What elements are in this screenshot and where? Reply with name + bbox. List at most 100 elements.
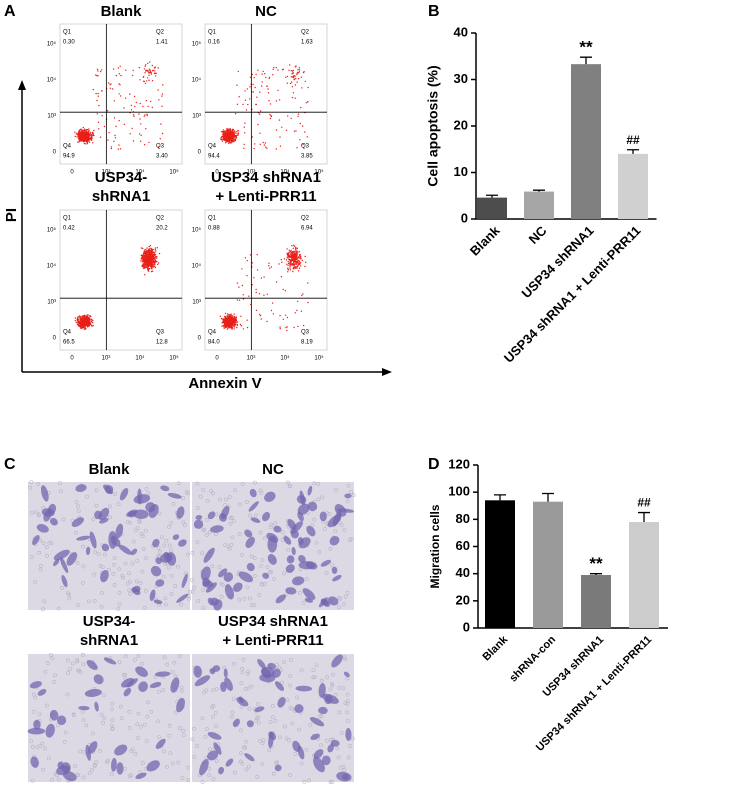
pore bbox=[244, 739, 248, 744]
dot bbox=[294, 266, 296, 269]
dot bbox=[297, 325, 299, 328]
dot bbox=[85, 315, 88, 317]
cell bbox=[321, 755, 331, 766]
pore bbox=[123, 673, 127, 677]
pore bbox=[183, 523, 187, 527]
cell bbox=[331, 654, 343, 668]
dot bbox=[231, 324, 234, 327]
dot bbox=[306, 101, 309, 103]
pore bbox=[299, 761, 304, 766]
dot bbox=[88, 130, 90, 132]
cell bbox=[330, 739, 340, 747]
dot bbox=[152, 259, 154, 262]
panel-label: A bbox=[4, 3, 16, 20]
dot bbox=[142, 265, 144, 268]
pore bbox=[170, 761, 175, 766]
cell bbox=[40, 485, 49, 502]
dot bbox=[292, 92, 295, 94]
dot bbox=[84, 318, 87, 320]
quadrant-name: Q3 bbox=[301, 144, 310, 150]
pore bbox=[328, 546, 333, 551]
dot bbox=[109, 84, 111, 86]
dot bbox=[145, 253, 147, 255]
dot bbox=[228, 322, 230, 325]
pore bbox=[219, 594, 224, 599]
dot bbox=[279, 145, 282, 147]
dot bbox=[297, 113, 300, 115]
dot bbox=[289, 263, 292, 266]
pore bbox=[271, 704, 275, 708]
dot bbox=[297, 264, 299, 267]
pore bbox=[36, 512, 41, 517]
dot bbox=[223, 324, 226, 326]
dot bbox=[298, 77, 300, 80]
pore bbox=[45, 661, 50, 666]
dot bbox=[296, 72, 298, 74]
pore bbox=[75, 658, 80, 662]
cell bbox=[267, 662, 276, 670]
dot bbox=[152, 69, 154, 72]
cells bbox=[28, 480, 192, 612]
pore bbox=[96, 552, 101, 556]
dot bbox=[153, 258, 156, 260]
dot bbox=[145, 256, 148, 258]
dot bbox=[158, 99, 160, 101]
quadrant-value: 94.4 bbox=[208, 154, 220, 160]
cell bbox=[78, 705, 90, 711]
dot bbox=[280, 258, 282, 261]
cell bbox=[344, 493, 352, 499]
pore bbox=[239, 681, 244, 685]
dot bbox=[221, 325, 223, 327]
plot-frame bbox=[59, 209, 183, 351]
cell bbox=[200, 566, 211, 581]
dot bbox=[143, 115, 145, 117]
cell bbox=[298, 555, 306, 563]
dot bbox=[268, 76, 271, 79]
dot bbox=[139, 102, 141, 105]
bar bbox=[629, 522, 659, 628]
dot bbox=[268, 262, 270, 264]
pore bbox=[282, 571, 286, 576]
image-bg bbox=[28, 482, 190, 610]
pore bbox=[186, 765, 190, 770]
dot bbox=[74, 320, 77, 322]
y-tick-label: 0 bbox=[461, 210, 468, 225]
dot bbox=[251, 284, 253, 286]
dot bbox=[77, 134, 80, 137]
pore bbox=[161, 688, 166, 693]
cell bbox=[244, 529, 253, 538]
dot bbox=[283, 258, 286, 260]
dot bbox=[230, 137, 233, 139]
pore bbox=[35, 745, 40, 750]
dot bbox=[150, 266, 152, 268]
dot bbox=[225, 139, 227, 142]
pore bbox=[177, 654, 182, 659]
pore bbox=[262, 536, 267, 541]
dot bbox=[272, 313, 274, 315]
dot bbox=[236, 103, 239, 106]
pore bbox=[67, 592, 71, 597]
pore bbox=[117, 590, 122, 595]
dot bbox=[265, 146, 267, 148]
dot bbox=[295, 260, 298, 263]
pore bbox=[345, 701, 350, 706]
dot bbox=[268, 265, 270, 267]
pore bbox=[240, 666, 245, 671]
dot bbox=[238, 299, 241, 301]
dot bbox=[296, 147, 298, 149]
cell bbox=[49, 709, 59, 721]
x-tick-label: Blank bbox=[480, 633, 510, 663]
dot bbox=[91, 325, 93, 327]
dot bbox=[91, 139, 93, 141]
quadrant-value: 1.63 bbox=[301, 40, 313, 46]
dot bbox=[244, 132, 246, 134]
pore bbox=[128, 520, 133, 525]
pore bbox=[201, 487, 206, 492]
flow-y-tick: 0 bbox=[198, 336, 202, 342]
pore bbox=[91, 517, 96, 522]
cell bbox=[266, 532, 279, 543]
dot bbox=[145, 265, 147, 267]
pore bbox=[330, 563, 334, 567]
dot bbox=[261, 81, 263, 83]
dot bbox=[264, 142, 267, 144]
